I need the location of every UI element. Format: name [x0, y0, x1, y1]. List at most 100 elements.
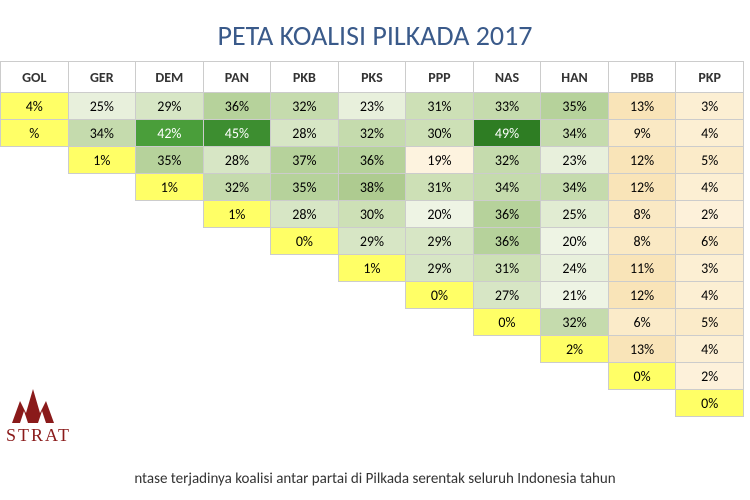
empty-cell — [203, 282, 271, 309]
empty-cell — [1, 336, 69, 363]
heatmap-cell: 3% — [676, 93, 744, 120]
empty-cell — [203, 336, 271, 363]
heatmap-cell: 5% — [676, 147, 744, 174]
heatmap-cell: 30% — [338, 201, 406, 228]
empty-cell — [271, 309, 339, 336]
heatmap-cell: 29% — [406, 255, 474, 282]
heatmap-cell: 32% — [338, 120, 406, 147]
heatmap-cell: 28% — [203, 147, 271, 174]
heatmap-cell: 12% — [608, 147, 676, 174]
heatmap-cell: 36% — [473, 228, 541, 255]
empty-cell — [203, 363, 271, 390]
heatmap-cell: 23% — [338, 93, 406, 120]
heatmap-cell: 36% — [473, 201, 541, 228]
empty-cell — [271, 390, 339, 417]
empty-cell — [338, 282, 406, 309]
empty-cell — [406, 309, 474, 336]
empty-cell — [136, 201, 204, 228]
empty-cell — [473, 390, 541, 417]
empty-cell — [271, 336, 339, 363]
heatmap-cell: 35% — [271, 174, 339, 201]
heatmap-cell: 1% — [203, 201, 271, 228]
empty-cell — [406, 363, 474, 390]
heatmap-cell: 25% — [541, 201, 609, 228]
empty-cell — [68, 363, 136, 390]
heatmap-cell: 31% — [406, 93, 474, 120]
empty-cell — [338, 390, 406, 417]
heatmap-cell: 20% — [541, 228, 609, 255]
heatmap-cell: 1% — [338, 255, 406, 282]
heatmap-cell: 8% — [608, 201, 676, 228]
heatmap-cell: 0% — [406, 282, 474, 309]
heatmap-cell: 13% — [608, 93, 676, 120]
heatmap-cell: 36% — [203, 93, 271, 120]
empty-cell — [136, 282, 204, 309]
table-row: %34%42%45%28%32%30%49%34%9%4% — [1, 120, 744, 147]
empty-cell — [271, 363, 339, 390]
empty-cell — [406, 336, 474, 363]
empty-cell — [608, 390, 676, 417]
heatmap-cell: 2% — [541, 336, 609, 363]
empty-cell — [136, 363, 204, 390]
heatmap-cell: 1% — [68, 147, 136, 174]
logo: STRAT — [6, 383, 71, 446]
empty-cell — [1, 282, 69, 309]
empty-cell — [1, 174, 69, 201]
heatmap-cell: 35% — [136, 147, 204, 174]
empty-cell — [1, 255, 69, 282]
logo-icon — [6, 383, 60, 429]
table-row: 0%29%29%36%20%8%6% — [1, 228, 744, 255]
heatmap-cell: 11% — [608, 255, 676, 282]
logo-text: STRAT — [6, 425, 71, 445]
table-row: 1%29%31%24%11%3% — [1, 255, 744, 282]
heatmap-cell: 5% — [676, 309, 744, 336]
heatmap-cell: 36% — [338, 147, 406, 174]
heatmap-cell: 45% — [203, 120, 271, 147]
empty-cell — [68, 201, 136, 228]
column-header: PBB — [608, 62, 676, 93]
column-header: PPP — [406, 62, 474, 93]
heatmap-cell: 0% — [473, 309, 541, 336]
empty-cell — [136, 336, 204, 363]
heatmap-cell: 25% — [68, 93, 136, 120]
column-header: PKB — [271, 62, 339, 93]
heatmap-cell: 34% — [68, 120, 136, 147]
heatmap-cell: 6% — [676, 228, 744, 255]
heatmap-cell: 12% — [608, 174, 676, 201]
table-row: 0% — [1, 390, 744, 417]
column-header: GER — [68, 62, 136, 93]
empty-cell — [1, 228, 69, 255]
table-row: 0%32%6%5% — [1, 309, 744, 336]
heatmap-cell: 3% — [676, 255, 744, 282]
heatmap-cell: 35% — [541, 93, 609, 120]
table-row: 4%25%29%36%32%23%31%33%35%13%3% — [1, 93, 744, 120]
heatmap-cell: 49% — [473, 120, 541, 147]
heatmap-cell: 19% — [406, 147, 474, 174]
heatmap-cell: 0% — [271, 228, 339, 255]
column-header: PKP — [676, 62, 744, 93]
empty-cell — [203, 309, 271, 336]
heatmap-cell: 2% — [676, 363, 744, 390]
column-header: PAN — [203, 62, 271, 93]
heatmap-cell: 0% — [608, 363, 676, 390]
column-header: NAS — [473, 62, 541, 93]
heatmap-cell: 8% — [608, 228, 676, 255]
heatmap-cell: 32% — [541, 309, 609, 336]
column-header: PKS — [338, 62, 406, 93]
empty-cell — [68, 336, 136, 363]
heatmap-cell: 4% — [1, 93, 69, 120]
empty-cell — [271, 255, 339, 282]
heatmap-cell: 9% — [608, 120, 676, 147]
column-header: HAN — [541, 62, 609, 93]
empty-cell — [473, 363, 541, 390]
heatmap-cell: 31% — [406, 174, 474, 201]
empty-cell — [136, 255, 204, 282]
heatmap-cell: 23% — [541, 147, 609, 174]
empty-cell — [68, 228, 136, 255]
empty-cell — [68, 282, 136, 309]
empty-cell — [68, 255, 136, 282]
table-row: 2%13%4% — [1, 336, 744, 363]
empty-cell — [338, 336, 406, 363]
empty-cell — [203, 255, 271, 282]
heatmap-cell: 4% — [676, 120, 744, 147]
